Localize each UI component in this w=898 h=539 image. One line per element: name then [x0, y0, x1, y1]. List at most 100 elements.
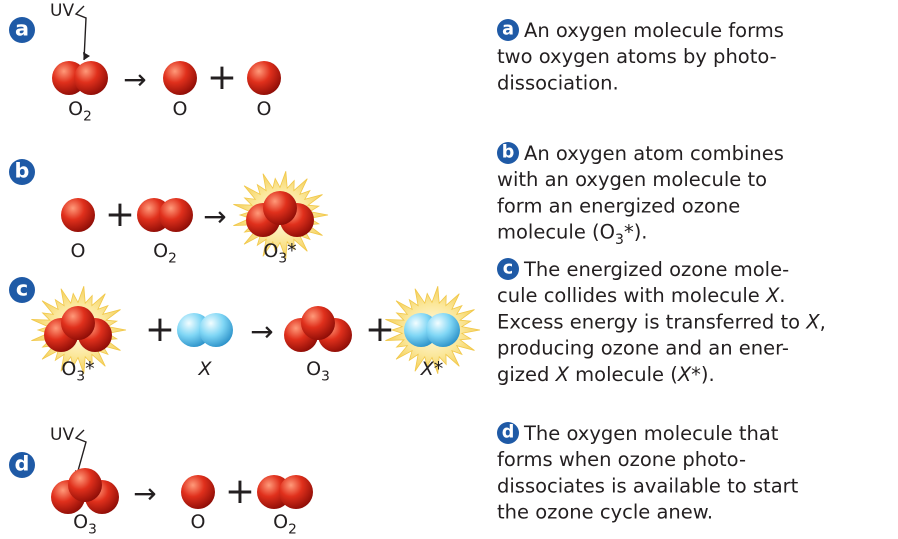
step-badge: d: [9, 451, 35, 478]
badge-circle: [497, 258, 519, 280]
text-segment: The oxygen molecule that: [523, 422, 779, 445]
molecule: [177, 313, 233, 347]
text-segment: O: [153, 240, 168, 262]
caption-line: two oxygen atoms by photo-: [497, 45, 777, 68]
operator: +: [225, 471, 255, 512]
text-segment: X: [420, 358, 435, 380]
atom: [181, 475, 215, 509]
text-segment: O: [273, 511, 288, 533]
text-segment: *).: [691, 363, 715, 386]
molecule: [31, 286, 127, 374]
uv-label: UV: [50, 425, 74, 445]
text-segment: molecule (: [569, 363, 678, 386]
text-segment: *: [85, 358, 95, 380]
text-segment: O: [173, 98, 188, 120]
text-segment: O: [73, 511, 88, 533]
badge-letter: b: [15, 158, 30, 182]
badge-circle: [497, 422, 519, 444]
caption-line: molecule (O3*).: [497, 221, 648, 248]
text-segment: the ozone cycle anew.: [497, 501, 713, 524]
step-badge: d: [497, 422, 519, 444]
caption-line: with an oxygen molecule to: [497, 168, 767, 191]
badge-circle: [497, 142, 519, 164]
uv-label: UV: [50, 1, 74, 21]
atom: [74, 61, 108, 95]
text-segment: O: [306, 358, 321, 380]
text-segment: O: [61, 358, 76, 380]
text-segment: 3: [76, 368, 85, 384]
text-segment: X: [677, 363, 692, 386]
operator: +: [365, 309, 395, 350]
species-label: O: [257, 98, 272, 120]
operator: →: [203, 200, 226, 233]
species-label: O: [191, 511, 206, 533]
text-segment: *: [434, 358, 444, 380]
atom: [68, 468, 102, 502]
text-segment: Excess energy is transferred to: [497, 310, 806, 333]
species-label: O3*: [263, 240, 296, 266]
caption-line: dissociates is available to start: [497, 474, 799, 497]
caption-line: form an energized ozone: [497, 194, 740, 217]
text-segment: forms when ozone photo-: [497, 448, 746, 471]
caption-line: The oxygen molecule that: [523, 422, 779, 445]
text-segment: O: [68, 98, 83, 120]
uv-ray: [74, 5, 87, 61]
caption-line: the ozone cycle anew.: [497, 501, 713, 524]
species-label: O3: [73, 511, 97, 537]
text-segment: O: [263, 240, 278, 262]
atom: [163, 61, 197, 95]
molecule: [137, 198, 193, 232]
molecule: [181, 475, 215, 509]
text-segment: two oxygen atoms by photo-: [497, 45, 777, 68]
caption-line: cule collides with molecule X.: [497, 284, 786, 307]
text-segment: 3: [615, 232, 624, 248]
atom: [61, 306, 95, 340]
step-badge: a: [497, 19, 519, 41]
badge-letter: c: [16, 276, 28, 300]
text-segment: with an oxygen molecule to: [497, 168, 767, 191]
badge-circle: [9, 159, 35, 185]
step-badge: a: [9, 16, 35, 43]
atom: [159, 198, 193, 232]
species-label: X: [197, 358, 212, 380]
text-segment: 2: [288, 521, 297, 537]
molecule: [247, 61, 281, 95]
species-label: X*: [420, 358, 444, 380]
species-label: O2: [273, 511, 297, 537]
atom: [247, 61, 281, 95]
caption-line: dissociation.: [497, 71, 619, 94]
text-segment: *).: [624, 221, 648, 244]
text-segment: 3: [278, 250, 287, 266]
text-segment: ,: [820, 310, 826, 333]
atom: [263, 191, 297, 225]
molecule: [52, 61, 108, 95]
text-segment: O: [191, 511, 206, 533]
caption-line: The energized ozone mole-: [523, 258, 789, 281]
badge-circle: [9, 277, 35, 303]
badge-circle: [9, 17, 35, 43]
caption-line: producing ozone and an ener-: [497, 337, 789, 360]
species-label: O3: [306, 358, 330, 384]
uv-ray: [74, 429, 87, 479]
badge-letter: d: [15, 451, 30, 475]
operator: →: [250, 315, 273, 348]
text-segment: X: [197, 358, 212, 380]
caption-line: An oxygen molecule forms: [524, 19, 784, 42]
species-label: O: [71, 240, 86, 262]
operator: →: [123, 63, 146, 96]
badge-circle: [9, 452, 35, 478]
step-badge: c: [497, 258, 519, 280]
badge-letter: a: [502, 20, 514, 40]
step-badge: c: [9, 276, 35, 303]
text-segment: 2: [83, 108, 92, 124]
badge-letter: a: [15, 16, 29, 40]
text-segment: X: [555, 363, 570, 386]
atom: [426, 313, 460, 347]
atom: [301, 306, 335, 340]
atom: [279, 475, 313, 509]
badge-letter: d: [502, 423, 515, 443]
caption-line: An oxygen atom combines: [524, 142, 784, 165]
text-segment: dissociation.: [497, 71, 619, 94]
text-segment: producing ozone and an ener-: [497, 337, 789, 360]
